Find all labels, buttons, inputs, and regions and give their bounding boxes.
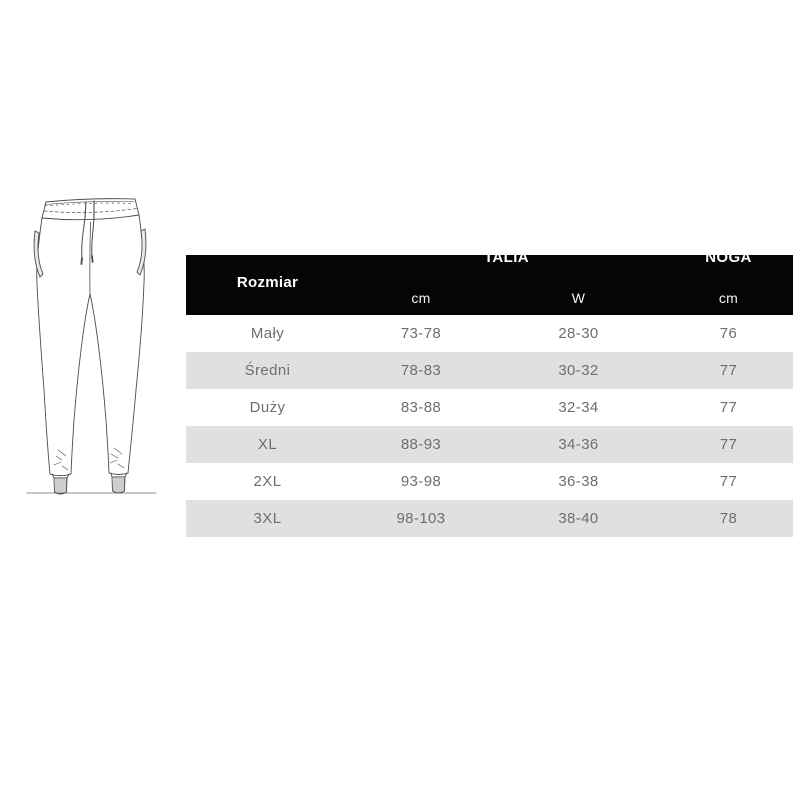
- waist-w-unit-header: W: [571, 290, 586, 306]
- table-row: 3XL 98-103 38-40 78: [186, 500, 793, 537]
- waist-cm-cell: 73-78: [400, 325, 442, 342]
- waist-cm-cell: 83-88: [400, 399, 442, 416]
- size-column-header: Rozmiar: [236, 273, 299, 291]
- waist-w-cell: 36-38: [558, 473, 599, 490]
- leg-cm-cell: 78: [719, 510, 738, 527]
- table-row: Średni 78-83 30-32 77: [186, 352, 793, 389]
- leg-cm-cell: 77: [719, 362, 738, 379]
- size-table: Rozmiar TALIA NOGA cm W cm Mały 73-78 28…: [186, 249, 793, 537]
- size-cell: Mały: [250, 325, 285, 342]
- waist-cm-cell: 98-103: [396, 510, 446, 527]
- waist-cm-cell: 88-93: [400, 436, 442, 453]
- size-cell: Średni: [244, 362, 291, 379]
- waist-w-cell: 28-30: [558, 325, 599, 342]
- waist-w-cell: 32-34: [558, 399, 599, 416]
- table-row: Mały 73-78 28-30 76: [186, 315, 793, 352]
- pants-figure: [15, 185, 185, 505]
- waistband: [41, 198, 140, 221]
- waist-w-cell: 34-36: [558, 436, 599, 453]
- size-cell: 3XL: [253, 510, 282, 527]
- size-cell: XL: [257, 436, 278, 453]
- pockets: [33, 228, 147, 278]
- size-table-body: Mały 73-78 28-30 76 Średni 78-83 30-32 7…: [186, 315, 793, 537]
- left-pocket: [33, 230, 44, 278]
- jogger-pants-drawing: [26, 198, 157, 495]
- leg-cm-unit-header: cm: [718, 290, 739, 306]
- waist-cm-cell: 93-98: [400, 473, 442, 490]
- table-row: Duży 83-88 32-34 77: [186, 389, 793, 426]
- size-cell: 2XL: [253, 473, 282, 490]
- waist-w-cell: 30-32: [558, 362, 599, 379]
- waist-group-header: TALIA: [349, 249, 664, 281]
- left-cuff: [51, 473, 70, 495]
- waist-cm-unit-header: cm: [411, 290, 431, 306]
- drawstrings: [80, 200, 95, 265]
- waist-w-cell: 38-40: [558, 510, 599, 527]
- pants-outline: [36, 214, 145, 477]
- size-cell: Duży: [249, 399, 286, 416]
- leg-cm-cell: 77: [719, 436, 738, 453]
- right-cuff: [110, 472, 128, 494]
- leg-cm-cell: 77: [719, 399, 738, 416]
- waist-group-label: TALIA: [483, 249, 530, 266]
- table-row: 2XL 93-98 36-38 77: [186, 463, 793, 500]
- table-row: XL 88-93 34-36 77: [186, 426, 793, 463]
- leg-group-label: NOGA: [705, 249, 752, 266]
- wrinkle-marks: [53, 447, 125, 471]
- leg-group-header: NOGA: [664, 249, 793, 281]
- leg-cm-cell: 76: [719, 325, 738, 342]
- leg-cm-cell: 77: [719, 473, 738, 490]
- size-table-header: Rozmiar TALIA NOGA cm W cm: [186, 249, 793, 315]
- waist-cm-cell: 78-83: [400, 362, 442, 379]
- right-pocket: [136, 228, 147, 276]
